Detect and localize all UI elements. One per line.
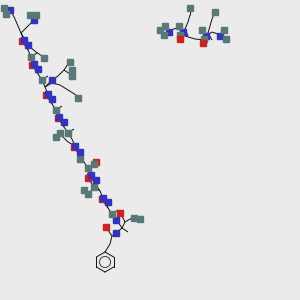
FancyBboxPatch shape — [43, 92, 49, 98]
FancyBboxPatch shape — [53, 107, 59, 113]
FancyBboxPatch shape — [77, 149, 83, 155]
FancyBboxPatch shape — [57, 130, 63, 136]
FancyBboxPatch shape — [56, 114, 62, 120]
FancyBboxPatch shape — [53, 134, 59, 140]
FancyBboxPatch shape — [3, 11, 9, 17]
FancyBboxPatch shape — [93, 159, 99, 165]
FancyBboxPatch shape — [87, 173, 93, 179]
FancyBboxPatch shape — [91, 161, 97, 167]
FancyBboxPatch shape — [81, 187, 87, 193]
FancyBboxPatch shape — [105, 199, 111, 205]
FancyBboxPatch shape — [103, 224, 109, 230]
FancyBboxPatch shape — [49, 96, 55, 102]
FancyBboxPatch shape — [31, 61, 37, 67]
FancyBboxPatch shape — [25, 42, 31, 48]
FancyBboxPatch shape — [117, 210, 123, 216]
FancyBboxPatch shape — [221, 27, 227, 33]
FancyBboxPatch shape — [109, 211, 115, 217]
FancyBboxPatch shape — [85, 165, 91, 171]
FancyBboxPatch shape — [71, 144, 77, 150]
FancyBboxPatch shape — [157, 27, 163, 33]
FancyBboxPatch shape — [77, 156, 83, 162]
FancyBboxPatch shape — [161, 32, 167, 38]
FancyBboxPatch shape — [177, 32, 183, 38]
FancyBboxPatch shape — [69, 73, 75, 79]
FancyBboxPatch shape — [113, 217, 119, 223]
FancyBboxPatch shape — [7, 7, 13, 13]
FancyBboxPatch shape — [29, 62, 35, 68]
FancyBboxPatch shape — [177, 36, 183, 42]
FancyBboxPatch shape — [69, 67, 75, 73]
FancyBboxPatch shape — [93, 177, 99, 183]
FancyBboxPatch shape — [176, 23, 182, 29]
FancyBboxPatch shape — [162, 23, 168, 29]
FancyBboxPatch shape — [201, 36, 207, 42]
FancyBboxPatch shape — [27, 12, 33, 18]
FancyBboxPatch shape — [217, 33, 223, 39]
FancyBboxPatch shape — [180, 29, 186, 35]
FancyBboxPatch shape — [39, 77, 45, 83]
FancyBboxPatch shape — [75, 95, 81, 101]
FancyBboxPatch shape — [166, 29, 172, 35]
FancyBboxPatch shape — [212, 9, 218, 15]
FancyBboxPatch shape — [137, 216, 143, 222]
FancyBboxPatch shape — [85, 191, 91, 197]
FancyBboxPatch shape — [85, 175, 91, 181]
FancyBboxPatch shape — [55, 115, 61, 121]
FancyBboxPatch shape — [1, 5, 7, 11]
FancyBboxPatch shape — [35, 66, 41, 72]
FancyBboxPatch shape — [88, 172, 94, 178]
FancyBboxPatch shape — [41, 55, 47, 61]
FancyBboxPatch shape — [45, 91, 51, 97]
FancyBboxPatch shape — [203, 33, 209, 39]
FancyBboxPatch shape — [72, 143, 78, 149]
FancyBboxPatch shape — [49, 77, 55, 83]
FancyBboxPatch shape — [31, 17, 37, 23]
FancyBboxPatch shape — [28, 54, 34, 60]
FancyBboxPatch shape — [131, 215, 137, 221]
FancyBboxPatch shape — [187, 5, 193, 11]
FancyBboxPatch shape — [223, 36, 229, 42]
FancyBboxPatch shape — [199, 27, 205, 33]
FancyBboxPatch shape — [113, 230, 119, 236]
FancyBboxPatch shape — [91, 184, 97, 190]
FancyBboxPatch shape — [33, 12, 39, 18]
FancyBboxPatch shape — [67, 59, 73, 65]
FancyBboxPatch shape — [21, 37, 27, 43]
FancyBboxPatch shape — [100, 195, 106, 201]
FancyBboxPatch shape — [19, 38, 25, 44]
FancyBboxPatch shape — [65, 130, 71, 136]
FancyBboxPatch shape — [99, 196, 105, 202]
FancyBboxPatch shape — [200, 40, 206, 46]
FancyBboxPatch shape — [61, 119, 67, 125]
